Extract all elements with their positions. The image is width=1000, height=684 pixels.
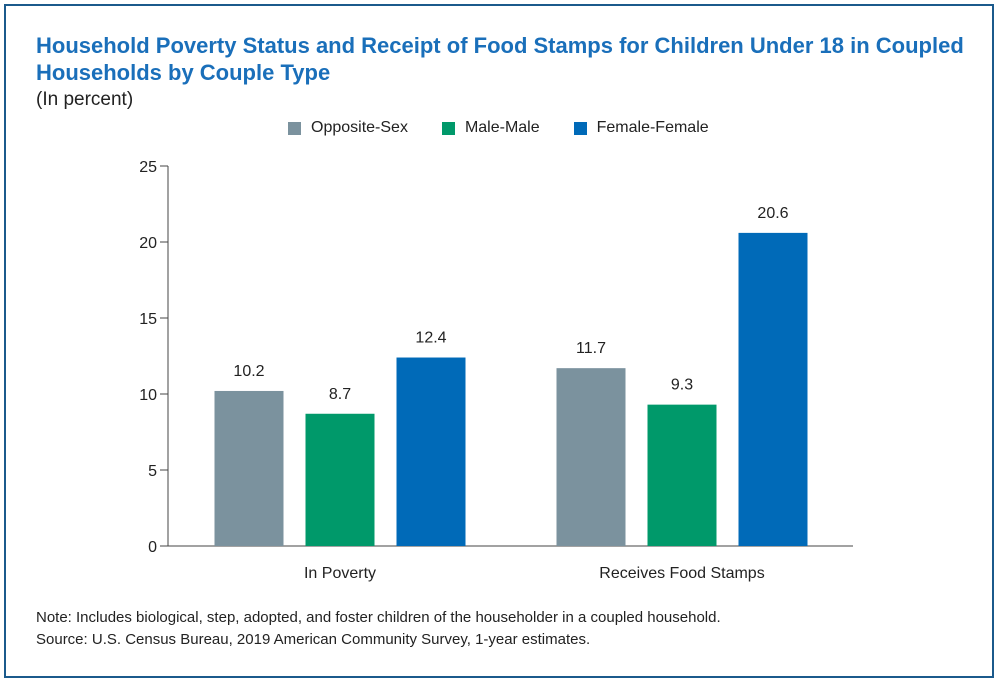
y-tick-label: 25	[139, 159, 157, 176]
source-text: Source: U.S. Census Bureau, 2019 America…	[36, 631, 591, 648]
chart-title: Household Poverty Status and Receipt of …	[36, 33, 964, 85]
bar-value-label: 11.7	[576, 340, 606, 357]
legend-swatch-opposite-sex	[288, 121, 301, 135]
chart-subtitle: (In percent)	[36, 89, 134, 110]
y-tick-label: 15	[139, 311, 157, 328]
bar-female-female-1	[738, 232, 808, 546]
bar-male-male-0	[305, 413, 375, 546]
legend-item-opposite-sex: Opposite-Sex	[288, 119, 408, 137]
legend-label-male-male: Male-Male	[464, 119, 540, 136]
note-text: Note: Includes biological, step, adopted…	[36, 609, 721, 626]
y-tick-label: 10	[139, 387, 157, 404]
bar-female-female-0	[396, 357, 466, 546]
bar-opposite-sex-0	[214, 390, 284, 546]
footnotes: Note: Includes biological, step, adopted…	[36, 607, 721, 651]
legend-label-female-female: Female-Female	[596, 119, 709, 136]
bar-value-label: 9.3	[671, 377, 693, 394]
y-tick-label: 0	[148, 539, 157, 556]
chart-frame	[4, 4, 994, 678]
bar-value-label: 20.6	[757, 205, 788, 222]
legend-item-female-female: Female-Female	[573, 119, 709, 137]
legend-label-opposite-sex: Opposite-Sex	[311, 119, 408, 136]
legend-item-male-male: Male-Male	[441, 119, 540, 137]
bar-value-label: 10.2	[233, 363, 264, 380]
bar-male-male-1	[647, 404, 717, 546]
bar-opposite-sex-1	[556, 368, 626, 546]
y-tick-label: 5	[148, 463, 157, 480]
x-category-label: Receives Food Stamps	[599, 565, 764, 582]
legend-swatch-female-female	[573, 121, 587, 135]
x-category-label: In Poverty	[304, 565, 376, 582]
bar-value-label: 12.4	[415, 330, 446, 347]
y-tick-label: 20	[139, 235, 157, 252]
legend: Opposite-Sex Male-Male Female-Female	[288, 119, 743, 137]
legend-swatch-male-male	[441, 121, 455, 135]
bar-value-label: 8.7	[329, 386, 351, 403]
